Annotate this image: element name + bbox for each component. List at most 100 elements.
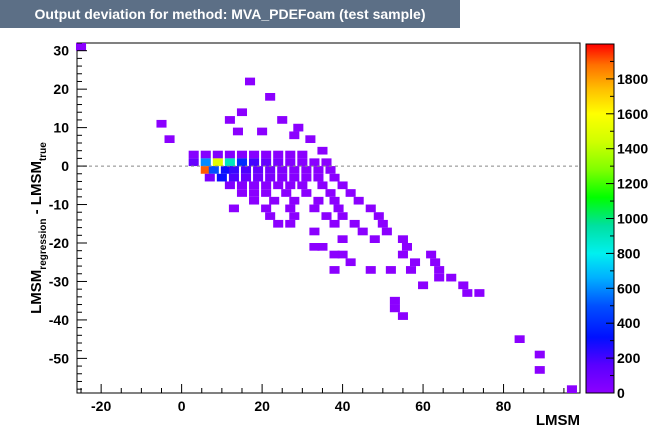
heatmap-cell: [534, 366, 545, 374]
heatmap-cell: [345, 258, 356, 267]
heatmap-cell: [566, 385, 577, 393]
heatmap-cell: [245, 77, 256, 86]
heatmap-cell: [377, 219, 388, 228]
heatmap-cell: [313, 166, 324, 174]
heatmap-cell: [277, 116, 288, 124]
heatmap-cell: [236, 158, 248, 167]
heatmap-cell: [273, 150, 284, 159]
heatmap-cell: [301, 166, 312, 174]
heatmap-cell: [75, 43, 87, 51]
heatmap-cell: [277, 173, 288, 182]
heatmap-cell: [265, 173, 276, 182]
heatmap-cell: [337, 235, 348, 243]
heatmap-cell: [261, 204, 272, 213]
heatmap-cell: [434, 266, 445, 274]
heatmap-cell: [277, 166, 288, 174]
heatmap-cell: [405, 266, 417, 274]
heatmap-cell: [317, 181, 328, 190]
heatmap-cell: [212, 150, 223, 159]
heatmap-cell: [293, 123, 304, 132]
heatmap-cell: [261, 150, 272, 159]
heatmap-cell: [204, 173, 215, 182]
heatmap-cell: [534, 350, 545, 359]
heatmap-cell: [220, 166, 231, 174]
heatmap-cell: [373, 212, 384, 220]
heatmap-cell: [156, 119, 167, 128]
heatmap-cell: [236, 150, 248, 159]
heatmap-cell: [309, 204, 320, 213]
heatmap-cell: [369, 235, 380, 243]
y-tick-label: -30: [49, 273, 69, 289]
color-scale-ticks: 0 200 400 600 800 1000 1200 1400 1600 1800: [606, 43, 648, 401]
heatmap-cell: [462, 289, 473, 297]
heatmap-cell: [357, 227, 368, 236]
heatmap-cell: [261, 189, 272, 197]
heatmap-cell: [313, 173, 324, 182]
color-scale-tick-label: 200: [617, 350, 641, 366]
x-tick-label: 40: [335, 398, 351, 414]
heatmap-cell: [224, 150, 235, 159]
heatmap-cell: [329, 196, 340, 205]
heatmap-cell: [409, 258, 421, 267]
heatmap-cell: [309, 227, 320, 236]
y-tick-label: -40: [49, 312, 69, 328]
heatmap-cell: [349, 219, 360, 228]
heatmap-cell: [236, 181, 248, 190]
y-tick-label: 20: [53, 81, 69, 97]
y-tick-label: -20: [49, 235, 69, 251]
heatmap-cell: [458, 281, 469, 290]
heatmap-cell: [285, 219, 296, 228]
heatmap-cell: [321, 212, 332, 220]
heatmap-cell: [289, 212, 300, 220]
heatmap-cell: [401, 243, 412, 251]
heatmap-cell: [249, 189, 260, 197]
heatmap-cell: [249, 196, 260, 205]
heatmap-cell: [329, 250, 340, 259]
heatmap-cell: [281, 189, 292, 197]
heatmap-cell: [418, 281, 429, 290]
heatmap-cell: [253, 173, 264, 182]
heatmap-cell: [289, 173, 300, 182]
heatmap-cell: [309, 158, 320, 167]
heatmap-cell: [249, 158, 260, 167]
heatmap-cell: [337, 181, 348, 190]
heatmap-cell: [273, 181, 284, 190]
color-scale-tick-label: 1400: [617, 141, 648, 157]
color-scale-tick-label: 1800: [617, 71, 648, 87]
heatmap-cell: [200, 158, 211, 167]
heatmap-cell: [224, 181, 235, 190]
y-tick-label: 0: [61, 158, 69, 174]
heatmap-cell: [337, 212, 348, 220]
heatmap-cell: [236, 189, 248, 197]
heatmap-cell: [313, 196, 324, 205]
heatmap-cell: [236, 108, 248, 117]
heatmap-cell: [212, 158, 223, 167]
color-scale-tick-label: 800: [617, 245, 641, 261]
heatmap-cell: [208, 166, 219, 174]
heatmap-cell: [365, 266, 376, 274]
heatmap-cell: [325, 166, 336, 174]
heatmap-cell: [309, 243, 320, 251]
color-scale-tick-label: 400: [617, 315, 641, 331]
y-tick-label: 30: [53, 43, 69, 59]
heatmap-cell: [261, 158, 272, 167]
heatmap-cell: [265, 93, 276, 101]
heatmap-cell: [285, 158, 296, 167]
heatmap-cell: [273, 158, 284, 167]
heatmap-cells: [75, 43, 577, 393]
heatmap-cell: [273, 219, 284, 228]
heatmap-cell: [224, 116, 235, 124]
heatmap-cell: [240, 173, 252, 182]
heatmap-cell: [301, 189, 312, 197]
heatmap-cell: [365, 204, 376, 213]
heatmap-cell: [265, 166, 276, 174]
heatmap-cell: [240, 166, 252, 174]
heatmap-cell: [397, 312, 408, 320]
heatmap-cell: [389, 296, 400, 305]
heatmap-cell: [317, 243, 328, 251]
heatmap-cell: [228, 204, 239, 213]
heatmap-cell: [297, 150, 308, 159]
y-tick-label: 10: [53, 120, 69, 136]
heatmap-cell: [249, 150, 260, 159]
